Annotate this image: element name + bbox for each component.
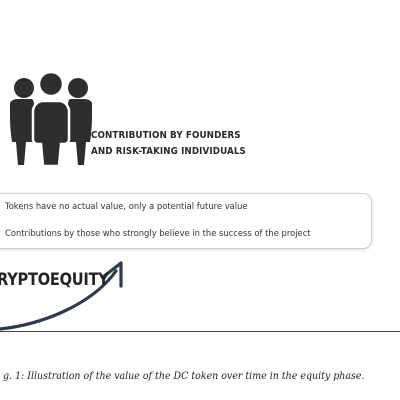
group-of-people-icon — [6, 70, 96, 168]
notes-box — [0, 193, 372, 249]
heading-line-1: CONTRIBUTION BY FOUNDERS — [91, 130, 241, 141]
figure-caption: g. 1: Illustration of the value of the D… — [3, 370, 365, 382]
note-no-actual-value: Tokens have no actual value, only a pote… — [5, 202, 248, 212]
contribution-heading: CONTRIBUTION BY FOUNDERS AND RISK-TAKING… — [91, 128, 275, 160]
people-icon-graphic — [10, 70, 92, 168]
heading-line-2: AND RISK-TAKING INDIVIDUALS — [91, 146, 246, 157]
curved-arrow-icon — [0, 261, 123, 331]
divider-line — [0, 331, 400, 332]
cryptoequity-label: RYPTOEQUITY — [0, 270, 109, 290]
note-contributions-believers: Contributions by those who strongly beli… — [5, 229, 311, 239]
